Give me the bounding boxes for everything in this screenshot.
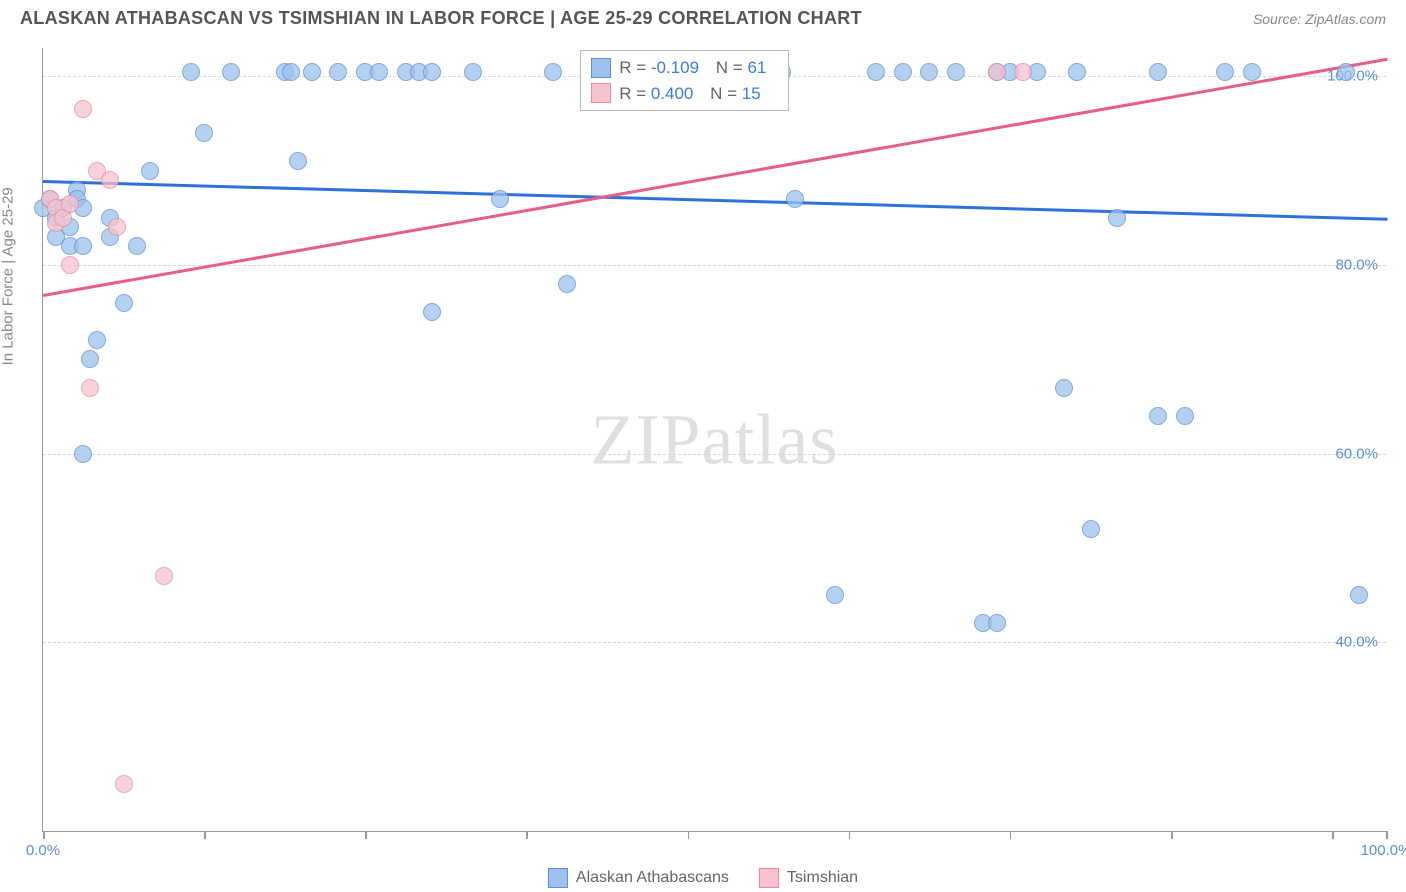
scatter-point xyxy=(1014,63,1032,81)
gridline xyxy=(43,642,1386,643)
scatter-point xyxy=(1216,63,1234,81)
scatter-point xyxy=(370,63,388,81)
watermark: ZIPatlas xyxy=(591,398,839,481)
chart-title: ALASKAN ATHABASCAN VS TSIMSHIAN IN LABOR… xyxy=(20,8,862,29)
y-tick-label: 80.0% xyxy=(1335,256,1378,273)
scatter-point xyxy=(1350,586,1368,604)
legend-swatch xyxy=(759,868,779,888)
y-tick-label: 40.0% xyxy=(1335,634,1378,651)
scatter-point xyxy=(101,171,119,189)
scatter-point xyxy=(74,445,92,463)
scatter-point xyxy=(61,195,79,213)
scatter-point xyxy=(544,63,562,81)
header: ALASKAN ATHABASCAN VS TSIMSHIAN IN LABOR… xyxy=(0,0,1406,35)
scatter-point xyxy=(786,190,804,208)
scatter-point xyxy=(81,379,99,397)
scatter-point xyxy=(329,63,347,81)
legend-swatch xyxy=(548,868,568,888)
scatter-point xyxy=(182,63,200,81)
x-tick xyxy=(1010,831,1012,839)
x-tick xyxy=(526,831,528,839)
y-axis-label: In Labor Force | Age 25-29 xyxy=(0,187,17,365)
scatter-point xyxy=(491,190,509,208)
scatter-point xyxy=(289,152,307,170)
x-tick-label: 100.0% xyxy=(1361,842,1406,859)
stats-box: R = -0.109 N = 61R = 0.400 N = 15 xyxy=(580,50,789,111)
gridline xyxy=(43,265,1386,266)
stats-row: R = -0.109 N = 61 xyxy=(591,55,778,81)
stats-row: R = 0.400 N = 15 xyxy=(591,81,778,107)
scatter-point xyxy=(1243,63,1261,81)
scatter-point xyxy=(115,775,133,793)
scatter-point xyxy=(423,303,441,321)
x-tick-label: 0.0% xyxy=(26,842,60,859)
scatter-point xyxy=(74,237,92,255)
scatter-point xyxy=(1068,63,1086,81)
scatter-point xyxy=(423,63,441,81)
scatter-point xyxy=(1337,63,1355,81)
scatter-point xyxy=(1149,63,1167,81)
scatter-point xyxy=(1055,379,1073,397)
scatter-point xyxy=(222,63,240,81)
scatter-point xyxy=(1176,407,1194,425)
scatter-point xyxy=(1082,520,1100,538)
scatter-point xyxy=(115,294,133,312)
scatter-point xyxy=(303,63,321,81)
x-tick xyxy=(204,831,206,839)
scatter-point xyxy=(1108,209,1126,227)
source-label: Source: ZipAtlas.com xyxy=(1253,11,1386,27)
y-tick-label: 60.0% xyxy=(1335,445,1378,462)
legend: Alaskan Athabascans Tsimshian xyxy=(548,868,858,888)
scatter-point xyxy=(947,63,965,81)
scatter-point xyxy=(61,256,79,274)
chart-plot-area: ZIPatlas 40.0%60.0%80.0%100.0%0.0%100.0%… xyxy=(42,48,1386,832)
scatter-point xyxy=(128,237,146,255)
scatter-point xyxy=(826,586,844,604)
x-tick xyxy=(849,831,851,839)
scatter-point xyxy=(1149,407,1167,425)
scatter-point xyxy=(195,124,213,142)
gridline xyxy=(43,454,1386,455)
scatter-point xyxy=(558,275,576,293)
scatter-point xyxy=(867,63,885,81)
scatter-point xyxy=(464,63,482,81)
legend-label: Tsimshian xyxy=(787,869,858,887)
scatter-point xyxy=(988,63,1006,81)
scatter-point xyxy=(920,63,938,81)
x-tick xyxy=(688,831,690,839)
scatter-point xyxy=(141,162,159,180)
scatter-point xyxy=(988,614,1006,632)
legend-swatch xyxy=(591,58,611,78)
scatter-point xyxy=(108,218,126,236)
trend-line xyxy=(43,180,1387,220)
x-tick xyxy=(1171,831,1173,839)
scatter-point xyxy=(282,63,300,81)
scatter-point xyxy=(155,567,173,585)
x-tick xyxy=(1386,831,1388,839)
scatter-point xyxy=(81,350,99,368)
scatter-point xyxy=(74,100,92,118)
legend-item: Tsimshian xyxy=(759,868,858,888)
legend-swatch xyxy=(591,83,611,103)
legend-item: Alaskan Athabascans xyxy=(548,868,729,888)
x-tick xyxy=(43,831,45,839)
scatter-point xyxy=(894,63,912,81)
legend-label: Alaskan Athabascans xyxy=(576,869,729,887)
scatter-point xyxy=(88,331,106,349)
x-tick xyxy=(365,831,367,839)
x-tick xyxy=(1332,831,1334,839)
